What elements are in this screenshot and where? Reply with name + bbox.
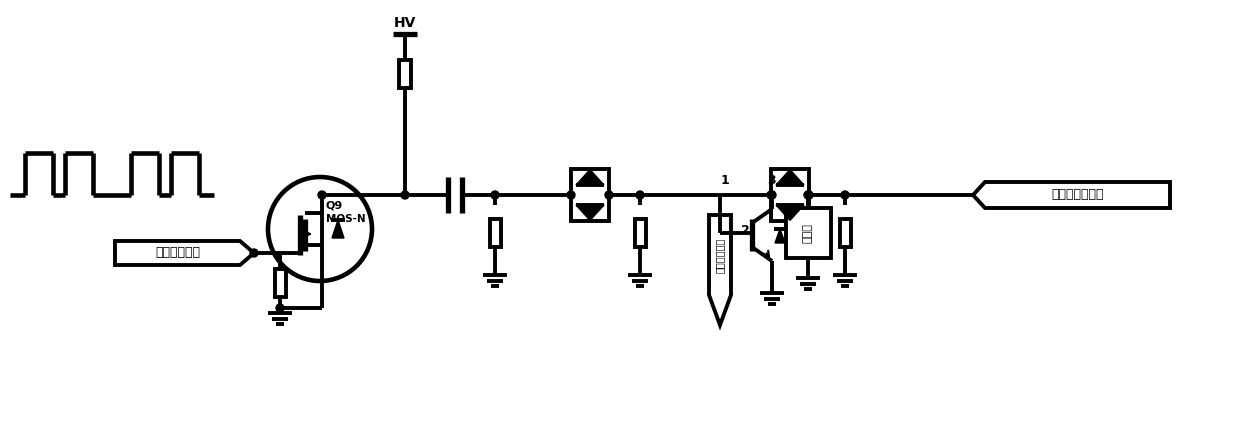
Text: 发射控制信号: 发射控制信号 — [155, 247, 199, 260]
Circle shape — [767, 191, 776, 199]
Bar — [489, 219, 501, 247]
Circle shape — [276, 304, 284, 312]
Text: Q9: Q9 — [326, 201, 343, 211]
Polygon shape — [576, 169, 603, 185]
Circle shape — [401, 191, 409, 199]
Polygon shape — [776, 205, 804, 221]
Circle shape — [805, 191, 813, 199]
Polygon shape — [576, 205, 603, 221]
Polygon shape — [973, 182, 1170, 208]
Circle shape — [768, 191, 776, 199]
Circle shape — [636, 191, 644, 199]
Bar — [771, 169, 809, 221]
Circle shape — [491, 191, 499, 199]
Polygon shape — [776, 169, 804, 185]
Bar — [399, 60, 411, 88]
Text: 1: 1 — [721, 174, 730, 187]
Circle shape — [841, 191, 849, 199]
Bar — [786, 208, 830, 258]
Circle shape — [605, 191, 613, 199]
Circle shape — [567, 191, 575, 199]
Text: 输出到发射探头: 输出到发射探头 — [1051, 188, 1104, 202]
Text: HV: HV — [394, 16, 416, 30]
Text: MOS-N: MOS-N — [326, 214, 366, 224]
Circle shape — [250, 249, 258, 257]
Circle shape — [804, 191, 812, 199]
Text: 关断器: 关断器 — [803, 223, 813, 243]
Bar — [634, 219, 646, 247]
Bar — [571, 169, 610, 221]
Circle shape — [318, 191, 326, 199]
Text: 短路控制信号: 短路控制信号 — [715, 237, 725, 272]
Polygon shape — [332, 220, 344, 238]
Polygon shape — [776, 229, 786, 243]
Bar — [840, 219, 850, 247]
Polygon shape — [115, 241, 254, 265]
Polygon shape — [709, 215, 731, 325]
Text: 2: 2 — [741, 224, 750, 238]
Bar — [275, 269, 285, 297]
Text: 3: 3 — [767, 174, 776, 187]
